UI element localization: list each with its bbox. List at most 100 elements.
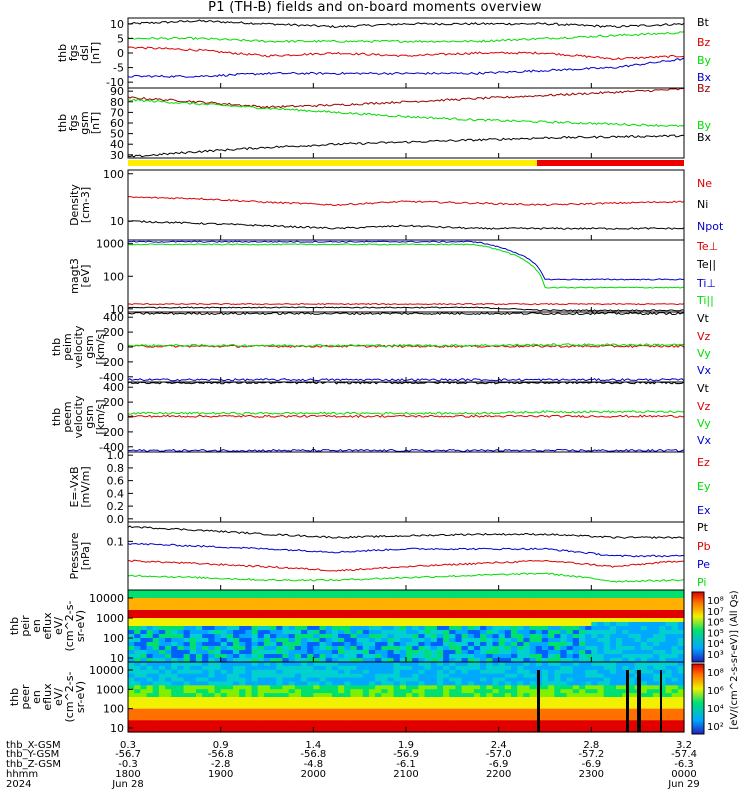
heat-cell — [270, 685, 277, 690]
heat-cell — [134, 716, 141, 721]
heat-cell — [677, 673, 685, 679]
heat-cell — [504, 665, 512, 671]
heat-cell — [387, 606, 395, 611]
heat-cell — [202, 689, 209, 694]
heat-cell — [653, 590, 660, 595]
heat-cell — [523, 606, 531, 611]
heat-cell — [270, 724, 277, 729]
heat-cell — [424, 720, 432, 725]
heat-cell — [430, 634, 438, 639]
heat-cell — [628, 630, 636, 635]
heat-cell — [653, 642, 660, 647]
heat-cell — [344, 681, 351, 686]
heat-cell — [504, 638, 512, 643]
heat-cell — [263, 697, 271, 702]
heat-cell — [517, 626, 524, 631]
heat-cell — [220, 610, 228, 615]
heat-cell — [430, 693, 438, 698]
heat-cell — [158, 673, 166, 679]
heat-cell — [634, 618, 642, 623]
heat-cell — [566, 610, 574, 615]
heat-cell — [158, 665, 166, 671]
heat-cell — [307, 598, 314, 603]
heat-cell — [134, 689, 141, 694]
heat-cell — [585, 658, 592, 663]
heat-cell — [443, 602, 450, 607]
heat-cell — [158, 685, 166, 690]
heat-cell — [467, 622, 475, 627]
heat-cell — [511, 697, 518, 702]
heat-cell — [498, 638, 506, 643]
heat-cell — [158, 669, 166, 675]
panel-fgs_dsl — [127, 19, 685, 78]
heat-cell — [659, 704, 667, 710]
heat-cell — [424, 700, 432, 706]
heat-cell — [430, 689, 438, 694]
heat-cell — [640, 704, 648, 710]
heat-cell — [616, 646, 623, 651]
colorbar-peer-tick: 10⁸ — [707, 668, 724, 679]
heat-cell — [603, 708, 611, 714]
heat-cell — [399, 693, 407, 698]
heat-cell — [504, 594, 512, 599]
heat-cell — [504, 622, 512, 627]
heat-cell — [208, 642, 216, 647]
heat-cell — [319, 590, 327, 595]
series-temp-Ti⊥ — [127, 240, 685, 281]
heat-cell — [257, 602, 265, 607]
heat-cell — [406, 677, 413, 683]
heat-cell — [165, 724, 172, 729]
heat-cell — [412, 685, 419, 690]
heat-cell — [307, 728, 314, 733]
heat-cell — [616, 654, 623, 659]
heat-cell — [418, 626, 426, 631]
heat-cell — [535, 590, 543, 595]
heat-cell — [461, 712, 469, 718]
heat-cell — [560, 610, 568, 615]
heat-cell — [307, 630, 314, 635]
heat-cell — [511, 630, 518, 635]
heat-cell — [677, 712, 685, 718]
heat-cell — [220, 693, 228, 698]
heat-cell — [461, 728, 469, 733]
heat-cell — [659, 606, 667, 611]
heat-cell — [406, 610, 413, 615]
heat-cell — [671, 626, 679, 631]
heat-cell — [677, 662, 685, 667]
heat-cell — [239, 689, 246, 694]
heat-cell — [455, 610, 463, 615]
heat-cell — [511, 720, 518, 725]
heat-cell — [196, 728, 203, 733]
heat-cell — [616, 720, 623, 725]
heat-cell — [270, 650, 277, 655]
heat-cell — [529, 650, 537, 655]
heat-cell — [492, 614, 500, 619]
heat-cell — [677, 665, 685, 671]
heat-cell — [368, 716, 376, 721]
heat-cell — [646, 662, 654, 667]
heat-cell — [128, 626, 135, 631]
heat-cell — [474, 685, 481, 690]
heat-cell — [183, 662, 191, 667]
heat-cell — [523, 693, 531, 698]
heat-cell — [585, 662, 592, 667]
heat-cell — [233, 669, 240, 675]
heat-cell — [486, 598, 494, 603]
heat-cell — [511, 712, 518, 718]
heat-cell — [220, 594, 228, 599]
heat-cell — [146, 697, 154, 702]
heat-cell — [294, 708, 302, 714]
heat-cell — [356, 704, 364, 710]
heat-cell — [443, 689, 450, 694]
heat-cell — [140, 662, 148, 667]
heat-cell — [455, 681, 463, 686]
colorbar-peer-tick: 10⁴ — [707, 704, 724, 715]
heat-cell — [288, 697, 296, 702]
heat-cell — [140, 697, 148, 702]
heat-cell — [659, 622, 667, 627]
heat-cell — [418, 704, 426, 710]
heat-cell — [294, 590, 302, 595]
heat-cell — [474, 712, 481, 718]
heat-cell — [140, 618, 148, 623]
legend-fgs_dsl-Bt: Bt — [697, 16, 710, 29]
